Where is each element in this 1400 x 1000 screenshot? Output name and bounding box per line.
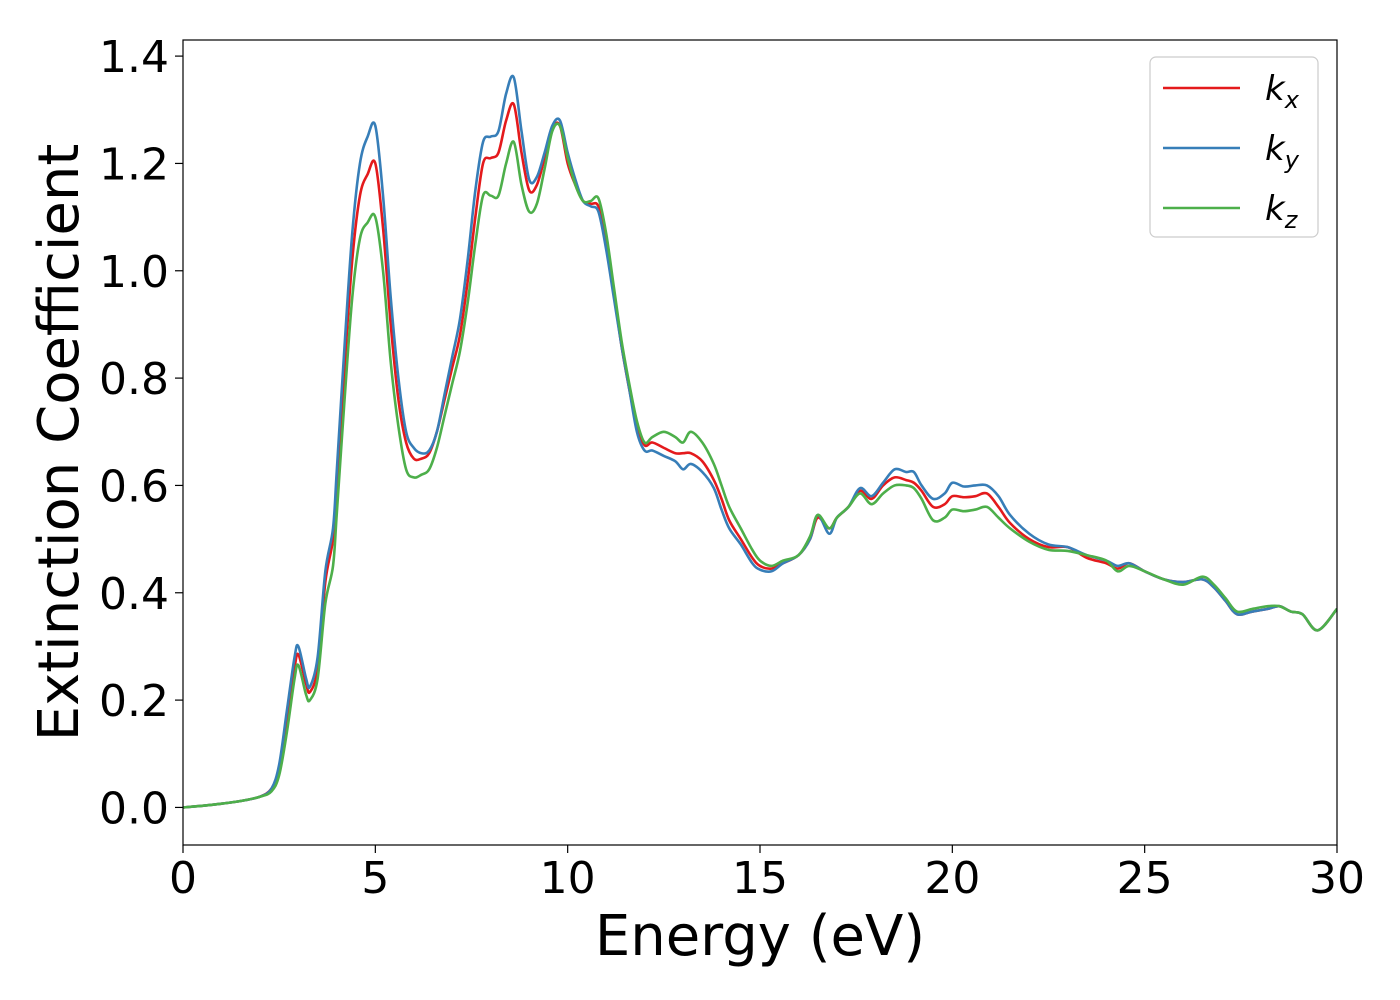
x-tick-label: 5 bbox=[361, 853, 389, 904]
y-tick-label: 0.2 bbox=[99, 676, 169, 727]
x-tick-label: 15 bbox=[732, 853, 788, 904]
series-line-ky bbox=[183, 74, 1337, 809]
y-tick-label: 1.0 bbox=[99, 247, 169, 298]
y-axis-title: Extinction Coefficient bbox=[27, 144, 92, 742]
y-tick-label: 0.4 bbox=[99, 569, 169, 620]
y-tick-label: 0.0 bbox=[99, 783, 169, 834]
x-axis-title: Energy (eV) bbox=[595, 904, 925, 969]
y-tick-label: 0.6 bbox=[99, 461, 169, 512]
series-line-kz bbox=[183, 122, 1337, 809]
x-tick-label: 25 bbox=[1117, 853, 1173, 904]
x-tick-label: 0 bbox=[169, 853, 197, 904]
y-axis-ticks: 0.0 0.2 0.4 0.6 0.8 1.0 1.2 1.4 bbox=[99, 32, 183, 834]
x-tick-label: 30 bbox=[1309, 853, 1365, 904]
plot-series bbox=[183, 74, 1337, 809]
y-tick-label: 0.8 bbox=[99, 354, 169, 405]
x-tick-label: 20 bbox=[924, 853, 980, 904]
series-line-kx bbox=[183, 101, 1337, 809]
y-tick-label: 1.2 bbox=[99, 139, 169, 190]
y-tick-label: 1.4 bbox=[99, 32, 169, 83]
x-axis-ticks: 0 5 10 15 20 25 30 bbox=[169, 845, 1365, 904]
x-tick-label: 10 bbox=[540, 853, 596, 904]
